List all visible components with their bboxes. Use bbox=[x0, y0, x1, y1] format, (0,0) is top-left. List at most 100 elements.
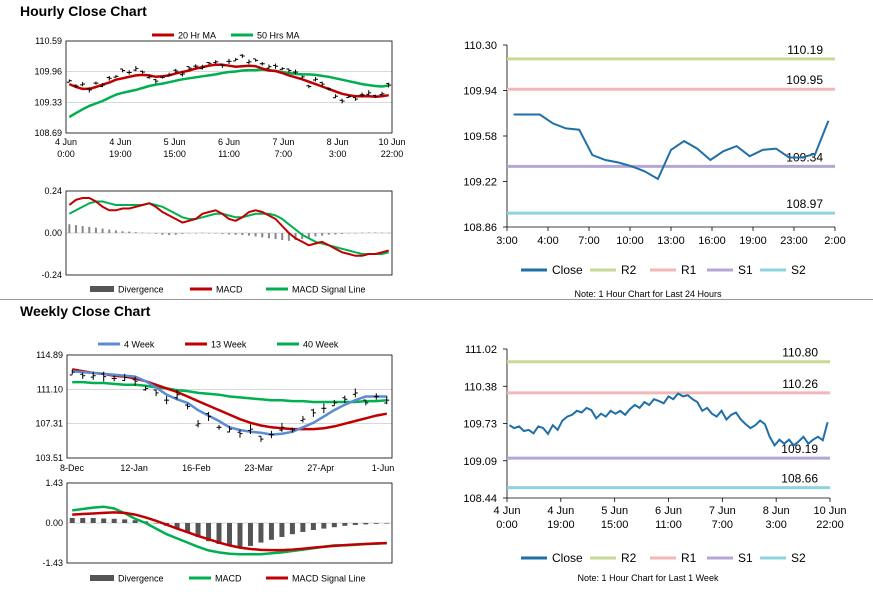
week13-line bbox=[71, 368, 388, 431]
x-tick-label: 16:00 bbox=[698, 235, 726, 247]
level-label-s2: 108.97 bbox=[786, 197, 823, 211]
y-tick-label: 111.10 bbox=[37, 384, 63, 394]
x-tick-date: 7 Jun bbox=[272, 137, 294, 147]
x-tick-label: 4:00 bbox=[537, 235, 558, 247]
legend-label: S2 bbox=[791, 551, 806, 565]
divergence-bar bbox=[122, 519, 128, 523]
divergence-bar bbox=[81, 226, 84, 233]
y-tick-label: 109.09 bbox=[463, 456, 497, 468]
divergence-bar bbox=[310, 523, 316, 530]
y-tick-label: 109.58 bbox=[463, 131, 497, 143]
x-tick-time: 22:00 bbox=[816, 519, 844, 531]
divergence-bar bbox=[69, 517, 75, 523]
signal-line bbox=[72, 511, 387, 552]
divergence-bar bbox=[195, 523, 201, 537]
divergence-bar bbox=[341, 233, 344, 234]
x-tick-time: 0:00 bbox=[496, 519, 517, 531]
divergence-bar bbox=[331, 523, 337, 528]
level-label-s1: 109.19 bbox=[781, 442, 818, 456]
y-tick-label: 109.73 bbox=[463, 419, 497, 431]
level-label-r2: 110.19 bbox=[787, 43, 823, 57]
y-tick-label: 114.89 bbox=[36, 350, 63, 360]
divergence-bar bbox=[274, 233, 277, 240]
divergence-bar bbox=[321, 233, 324, 236]
divergence-bar bbox=[68, 224, 71, 233]
legend-swatch bbox=[90, 286, 114, 292]
y-tick-label: 111.02 bbox=[465, 344, 497, 356]
y-tick-label: 110.38 bbox=[464, 381, 497, 393]
x-tick-label: 13:00 bbox=[657, 235, 685, 247]
x-tick-date: 7 Jun bbox=[709, 505, 736, 517]
divergence-bar bbox=[321, 523, 327, 529]
macd-line bbox=[68, 197, 389, 257]
divergence-bar bbox=[174, 233, 177, 235]
legend-label: Close bbox=[552, 263, 583, 277]
divergence-bar bbox=[216, 523, 222, 544]
y-tick-label: 110.59 bbox=[35, 36, 62, 46]
divergence-bar bbox=[247, 233, 250, 236]
divergence-bar bbox=[261, 233, 264, 238]
divergence-bar bbox=[194, 233, 197, 234]
y-tick-label: -0.24 bbox=[41, 270, 62, 280]
x-tick-time: 22:00 bbox=[381, 149, 404, 159]
divergence-bar bbox=[387, 232, 390, 234]
divergence-bar bbox=[148, 233, 151, 234]
divergence-bar bbox=[237, 523, 243, 547]
legend-label: MACD bbox=[216, 285, 243, 295]
x-tick-label: 8-Dec bbox=[60, 463, 85, 473]
x-tick-date: 10 Jun bbox=[378, 137, 405, 147]
legend-label: Divergence bbox=[118, 285, 164, 295]
x-tick-label: 27-Apr bbox=[307, 463, 334, 473]
divergence-bar bbox=[254, 233, 257, 237]
y-tick-label: 108.69 bbox=[34, 128, 62, 138]
y-tick-label: 103.51 bbox=[35, 453, 63, 463]
legend-label: 20 Hr MA bbox=[178, 31, 216, 41]
chart-note: Note: 1 Hour Chart for Last 24 Hours bbox=[574, 289, 722, 299]
divergence-bar bbox=[114, 230, 117, 233]
divergence-bar bbox=[153, 523, 159, 524]
divergence-bar bbox=[347, 233, 350, 234]
divergence-bar bbox=[101, 228, 104, 233]
level-label-r2: 110.80 bbox=[782, 346, 818, 360]
divergence-bar bbox=[363, 523, 369, 525]
divergence-bar bbox=[90, 517, 96, 523]
ma20-line bbox=[68, 63, 389, 98]
level-label-r1: 109.95 bbox=[786, 73, 823, 87]
weekly-macd-frame bbox=[66, 482, 393, 564]
divergence-bar bbox=[241, 233, 244, 236]
divergence-bar bbox=[181, 233, 184, 234]
divergence-bar bbox=[201, 232, 204, 234]
week40-line bbox=[72, 380, 387, 404]
legend-label: MACD Signal Line bbox=[292, 285, 366, 295]
x-tick-date: 4 Jun bbox=[55, 137, 77, 147]
x-tick-label: 3:00 bbox=[496, 235, 517, 247]
x-tick-label: 7:00 bbox=[578, 235, 599, 247]
divergence-bar bbox=[314, 233, 317, 237]
weekly-price-frame bbox=[66, 354, 393, 459]
x-tick-label: 23-Mar bbox=[244, 463, 273, 473]
divergence-bar bbox=[294, 233, 297, 240]
hourly-section-title: Hourly Close Chart bbox=[20, 3, 147, 19]
x-tick-label: 10:00 bbox=[616, 235, 644, 247]
divergence-bar bbox=[206, 523, 212, 542]
weekly-section-title: Weekly Close Chart bbox=[20, 303, 151, 319]
x-tick-time: 15:00 bbox=[601, 519, 629, 531]
hourly-price-frame bbox=[65, 40, 393, 134]
legend-label: MACD Signal Line bbox=[292, 574, 366, 584]
legend-label: 40 Week bbox=[303, 340, 339, 350]
x-tick-time: 19:00 bbox=[109, 149, 132, 159]
section-divider bbox=[0, 299, 873, 300]
x-tick-date: 8 Jun bbox=[763, 505, 790, 517]
divergence-bar bbox=[132, 520, 138, 523]
x-tick-date: 5 Jun bbox=[601, 505, 628, 517]
legend-label: Close bbox=[552, 551, 583, 565]
x-tick-date: 10 Jun bbox=[813, 505, 846, 517]
divergence-bar bbox=[384, 523, 390, 524]
divergence-bar bbox=[174, 523, 180, 529]
divergence-bar bbox=[80, 517, 86, 523]
divergence-bar bbox=[234, 233, 237, 235]
divergence-bar bbox=[342, 523, 348, 526]
hourly-macd-frame bbox=[65, 190, 393, 276]
x-tick-date: 4 Jun bbox=[547, 505, 574, 517]
x-tick-date: 5 Jun bbox=[164, 137, 186, 147]
